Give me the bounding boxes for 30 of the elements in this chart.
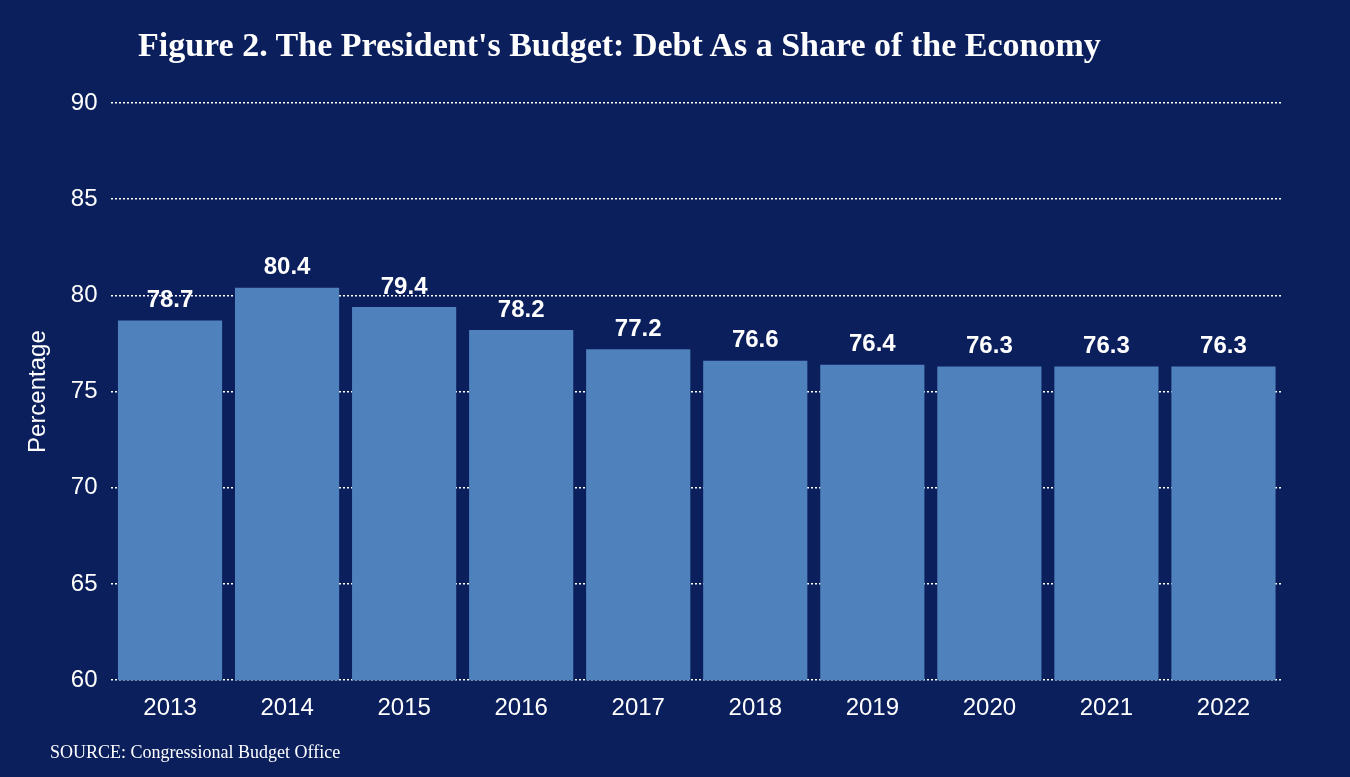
x-tick-label: 2013 (143, 693, 197, 721)
source-note: SOURCE: Congressional Budget Office (50, 742, 341, 763)
x-tick-label: 2022 (1196, 693, 1251, 721)
data-label: 79.4 (380, 271, 429, 299)
data-label: 77.2 (614, 313, 662, 341)
data-label: 76.3 (1200, 331, 1247, 359)
y-axis-title: Percentage (23, 330, 51, 453)
data-label: 76.3 (1083, 331, 1130, 359)
x-tick-label: 2019 (845, 693, 900, 721)
y-tick-label: 80 (70, 280, 98, 308)
data-label: 76.3 (966, 331, 1013, 359)
y-tick-label: 65 (70, 568, 98, 596)
x-tick-label: 2021 (1079, 693, 1134, 721)
data-label: 76.4 (848, 329, 897, 357)
x-tick-label: 2015 (377, 693, 431, 721)
y-tick-label: 60 (70, 664, 98, 692)
y-tick-label: 85 (70, 183, 98, 211)
x-tick-label: 2017 (611, 693, 665, 721)
y-tick-label: 90 (70, 87, 98, 115)
x-tick-label: 2018 (728, 693, 782, 721)
data-label: 80.4 (263, 252, 312, 280)
x-tick-label: 2020 (962, 693, 1017, 721)
chart-title: Figure 2. The President's Budget: Debt As a Share of the Economy (138, 25, 1102, 65)
y-tick-label: 70 (70, 472, 98, 500)
x-tick-label: 2016 (494, 693, 548, 721)
data-label: 78.2 (497, 294, 545, 322)
y-tick-label: 75 (70, 376, 98, 404)
data-label: 78.7 (146, 285, 194, 313)
x-tick-label: 2014 (260, 693, 314, 721)
data-label: 76.6 (731, 325, 779, 353)
